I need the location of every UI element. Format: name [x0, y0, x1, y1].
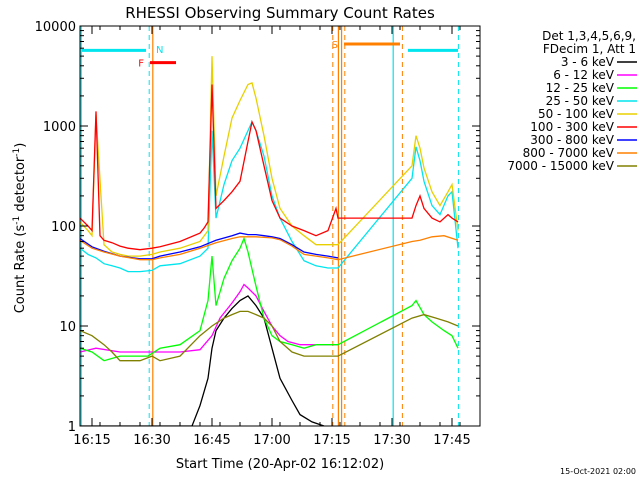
x-tick-label-0: 16:15: [73, 433, 110, 448]
series-line-5: [80, 84, 459, 251]
series-line-0: [80, 295, 325, 426]
y-tick-label-0: 1: [68, 420, 76, 435]
x-tick-label-2: 16:45: [193, 433, 230, 448]
legend: Det 1,3,4,5,6,9, FDecim 1, Att 1 3 - 6 k…: [507, 29, 637, 173]
series-line-4: [80, 56, 459, 257]
plot-frame: [79, 25, 481, 427]
chart-title: RHESSI Observing Summary Count Rates: [125, 4, 435, 22]
legend-label-2: 12 - 25 keV: [546, 81, 615, 95]
x-tick-label-5: 17:30: [373, 433, 410, 448]
series-line-2: [80, 236, 459, 362]
legend-label-5: 100 - 300 keV: [530, 120, 614, 134]
x-tick-label-4: 17:15: [313, 433, 350, 448]
flag-label-2: F: [138, 59, 144, 70]
y-tick-label-2: 100: [51, 220, 76, 235]
x-axis-label: Start Time (20-Apr-02 16:12:02): [176, 457, 384, 472]
flag-label-1: N: [156, 45, 163, 56]
series-line-3: [80, 120, 459, 273]
legend-label-1: 6 - 12 keV: [553, 68, 615, 82]
legend-label-7: 800 - 7000 keV: [523, 146, 615, 160]
legend-label-0: 3 - 6 keV: [561, 55, 615, 69]
legend-header-1: Det 1,3,4,5,6,9,: [542, 29, 636, 43]
y-tick-label-4: 10000: [35, 20, 76, 35]
series-line-8: [80, 310, 459, 362]
series-line-7: [80, 235, 459, 261]
axes: 16:15 16:30 16:45 17:00 17:15 17:30 17:45 1 10 10…: [35, 20, 481, 448]
legend-label-8: 7000 - 15000 keV: [507, 159, 614, 173]
x-tick-label-6: 17:45: [433, 433, 470, 448]
legend-label-4: 50 - 100 keV: [538, 107, 615, 121]
y-axis-label: Count Rate (s-1 detector-1): [12, 143, 28, 314]
legend-header-2: FDecim 1, Att 1: [543, 42, 636, 56]
y-tick-label-3: 1000: [43, 120, 76, 135]
y-tick-label-1: 10: [59, 320, 76, 335]
x-tick-label-3: 17:00: [253, 433, 290, 448]
legend-label-6: 300 - 800 keV: [530, 133, 614, 147]
x-tick-label-1: 16:30: [133, 433, 170, 448]
timestamp: 15-Oct-2021 02:00: [560, 467, 636, 476]
plot-area: [80, 26, 459, 426]
flag-label-3: S: [332, 40, 338, 51]
legend-label-3: 25 - 50 keV: [546, 94, 615, 108]
